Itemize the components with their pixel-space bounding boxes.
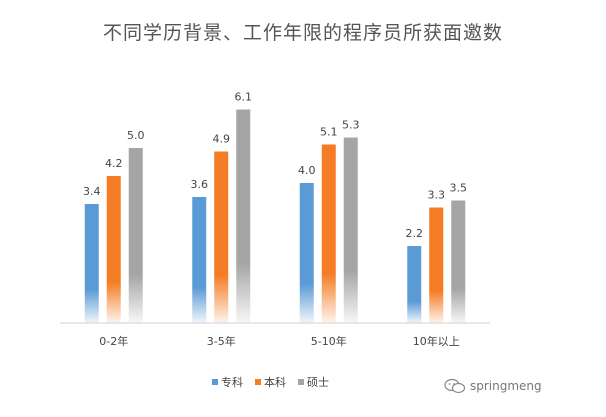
legend: 专科 本科 硕士 [212,374,329,390]
x-tick-label: 10年以上 [413,334,460,348]
x-tick-label: 5-10年 [311,334,347,348]
legend-item-benke: 本科 [255,374,286,390]
legend-label: 本科 [264,376,286,389]
chart-title: 不同学历背景、工作年限的程序员所获面邀数 [102,22,503,44]
value-label: 4.0 [298,164,316,177]
legend-label: 专科 [221,376,243,389]
watermark-text: springmeng [470,379,542,393]
bar-1-0 [192,197,207,323]
bar-3-2 [451,200,466,323]
legend-swatch [212,379,218,385]
value-label: 3.3 [428,189,446,202]
value-label: 4.9 [213,133,231,146]
bar-0-2 [128,148,143,323]
value-label: 3.6 [191,178,209,191]
value-label: 5.3 [342,119,360,132]
bar-2-1 [321,144,336,323]
bar-0-1 [106,176,121,323]
value-label: 5.0 [127,129,145,142]
legend-swatch [255,379,261,385]
value-label: 4.2 [105,157,123,170]
value-label: 3.4 [83,185,101,198]
value-label: 3.5 [450,182,468,195]
legend-item-zhuanke: 专科 [212,374,243,390]
watermark: springmeng [444,378,542,394]
bar-2-0 [299,183,314,323]
value-label: 2.2 [406,227,424,240]
bar-0-0 [84,204,99,323]
bars-layer [84,109,466,323]
bar-3-1 [429,207,444,323]
x-tick-label: 0-2年 [99,334,128,348]
legend-item-shuoshi: 硕士 [298,374,329,390]
value-label: 5.1 [320,126,338,139]
wechat-icon [444,378,466,394]
legend-swatch [298,379,304,385]
value-label: 6.1 [235,91,253,104]
bar-2-2 [343,137,358,323]
legend-label: 硕士 [307,376,329,389]
x-tick-label: 3-5年 [207,334,236,348]
labels-layer: 3.4 4.2 5.0 0-2年 3.6 4.9 6.1 3-5年 4.0 5.1 5.3 5-10年… [83,91,467,349]
bar-1-2 [236,109,251,323]
bar-3-0 [407,246,422,323]
bar-1-1 [214,151,229,323]
